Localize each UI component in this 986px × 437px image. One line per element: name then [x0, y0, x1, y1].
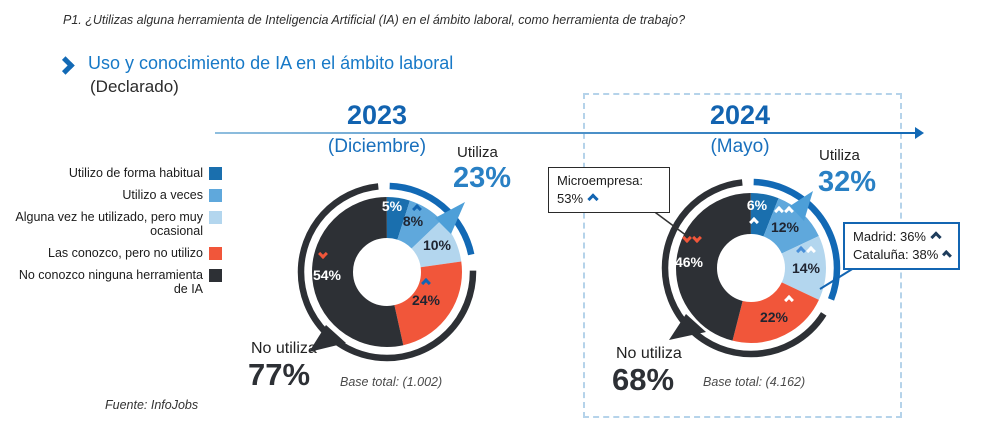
utiliza-label-2023: Utiliza — [457, 144, 498, 161]
legend-swatch-icon — [209, 210, 222, 224]
callout-microempresa: Microempresa: 53% — [548, 167, 670, 214]
utiliza-label-2024: Utiliza — [819, 147, 860, 164]
year-2024: 2024 — [709, 100, 771, 130]
utiliza-value-2023: 23% — [453, 162, 512, 194]
base-total-2023: Base total: (1.002) — [340, 375, 443, 389]
segment-value: 22% — [759, 309, 789, 325]
donut-segment — [676, 193, 826, 343]
legend-item-habitual: Utilizo de forma habitual — [0, 166, 222, 180]
trend-up-icon — [587, 193, 599, 205]
legend-label: Alguna vez he utilizado, pero muy ocasio… — [15, 210, 203, 238]
callout-text: Madrid: 36% — [853, 229, 926, 244]
utiliza-arc — [661, 178, 841, 358]
segment-value: 54% — [312, 267, 342, 283]
donut-chart-2023: 5% 8% 10% 24% 54% — [292, 177, 482, 367]
page-title: Uso y conocimiento de IA en el ámbito la… — [88, 53, 454, 73]
legend-item-no-conozco: No conozco ninguna herramienta de IA — [0, 268, 222, 296]
base-total-2024: Base total: (4.162) — [703, 375, 806, 389]
source-note: Fuente: InfoJobs — [105, 398, 199, 412]
segment-value: 46% — [674, 254, 704, 270]
segment-value: 5% — [381, 198, 403, 214]
no-utiliza-arc — [297, 182, 477, 362]
legend-label: Utilizo a veces — [122, 188, 203, 202]
no-utiliza-pointer-icon — [669, 314, 706, 340]
legend: Utilizo de forma habitual Utilizo a vece… — [0, 166, 222, 304]
segment-value: 6% — [746, 197, 768, 213]
trend-up-icon — [421, 278, 431, 288]
month-2024: (Mayo) — [710, 136, 770, 157]
legend-label: Las conozco, pero no utilizo — [48, 246, 203, 260]
legend-label: No conozco ninguna herramienta de IA — [18, 268, 203, 296]
trend-up-icon — [412, 204, 422, 214]
segment-value: 12% — [770, 219, 800, 235]
callout-line: 53% — [557, 190, 661, 208]
no-utiliza-value-2024: 68% — [612, 362, 675, 397]
legend-swatch-icon — [209, 268, 222, 282]
no-utiliza-label-2023: No utiliza — [251, 340, 317, 357]
callout-text: Microempresa: — [557, 173, 643, 188]
trend-up-icon — [784, 295, 794, 305]
legend-item-conozco: Las conozco, pero no utilizo — [0, 246, 222, 260]
donut-svg-2023 — [297, 182, 477, 362]
month-2023: (Diciembre) — [327, 136, 427, 157]
donut-segment — [676, 193, 826, 343]
trend-up-icon — [942, 250, 952, 261]
page-subtitle: (Declarado) — [90, 77, 179, 96]
legend-label: Utilizo de forma habitual — [68, 166, 203, 180]
callout-line: Microempresa: — [557, 172, 661, 190]
donut-segment — [676, 193, 826, 343]
callout-text: 53% — [557, 191, 584, 207]
no-utiliza-label-2024: No utiliza — [616, 345, 682, 362]
chevron-right-icon — [56, 56, 75, 75]
callout-text: Cataluña: 38% — [853, 247, 939, 263]
donut-chart-2024: 6% 12% 14% 22% 46% — [656, 173, 846, 363]
trend-up-icon — [796, 246, 816, 256]
callout-line: Madrid: 36% — [853, 228, 950, 246]
segment-value: 10% — [422, 237, 452, 253]
legend-swatch-icon — [209, 188, 222, 202]
survey-question: P1. ¿Utilizas alguna herramienta de Inte… — [63, 13, 686, 27]
timeline-axis — [215, 132, 915, 134]
utiliza-pointer-icon — [790, 191, 813, 221]
segment-value: 8% — [402, 213, 424, 229]
donut-segment — [312, 197, 462, 347]
utiliza-pointer-icon — [435, 202, 465, 234]
timeline-arrow-icon — [915, 127, 924, 139]
legend-swatch-icon — [209, 246, 222, 260]
callout-line: Cataluña: 38% — [853, 246, 952, 264]
donut-svg-2024 — [661, 178, 841, 358]
trend-up-icon — [774, 206, 794, 216]
legend-item-ocasional: Alguna vez he utilizado, pero muy ocasio… — [0, 210, 222, 238]
no-utiliza-arc — [661, 178, 841, 358]
year-2023: 2023 — [346, 100, 408, 130]
no-utiliza-value-2023: 77% — [248, 357, 311, 392]
segment-value: 14% — [791, 260, 821, 276]
callout-regions: Madrid: 36% Cataluña: 38% — [843, 222, 960, 271]
trend-down-icon — [318, 249, 328, 259]
segment-value: 24% — [411, 292, 441, 308]
trend-up-icon — [930, 231, 942, 243]
trend-up-icon — [749, 217, 759, 227]
legend-item-a-veces: Utilizo a veces — [0, 188, 222, 202]
no-utiliza-pointer-icon — [309, 325, 346, 352]
legend-swatch-icon — [209, 166, 222, 180]
utiliza-value-2024: 32% — [818, 166, 877, 198]
trend-down-icon — [682, 233, 702, 243]
donut-segment — [312, 197, 462, 347]
